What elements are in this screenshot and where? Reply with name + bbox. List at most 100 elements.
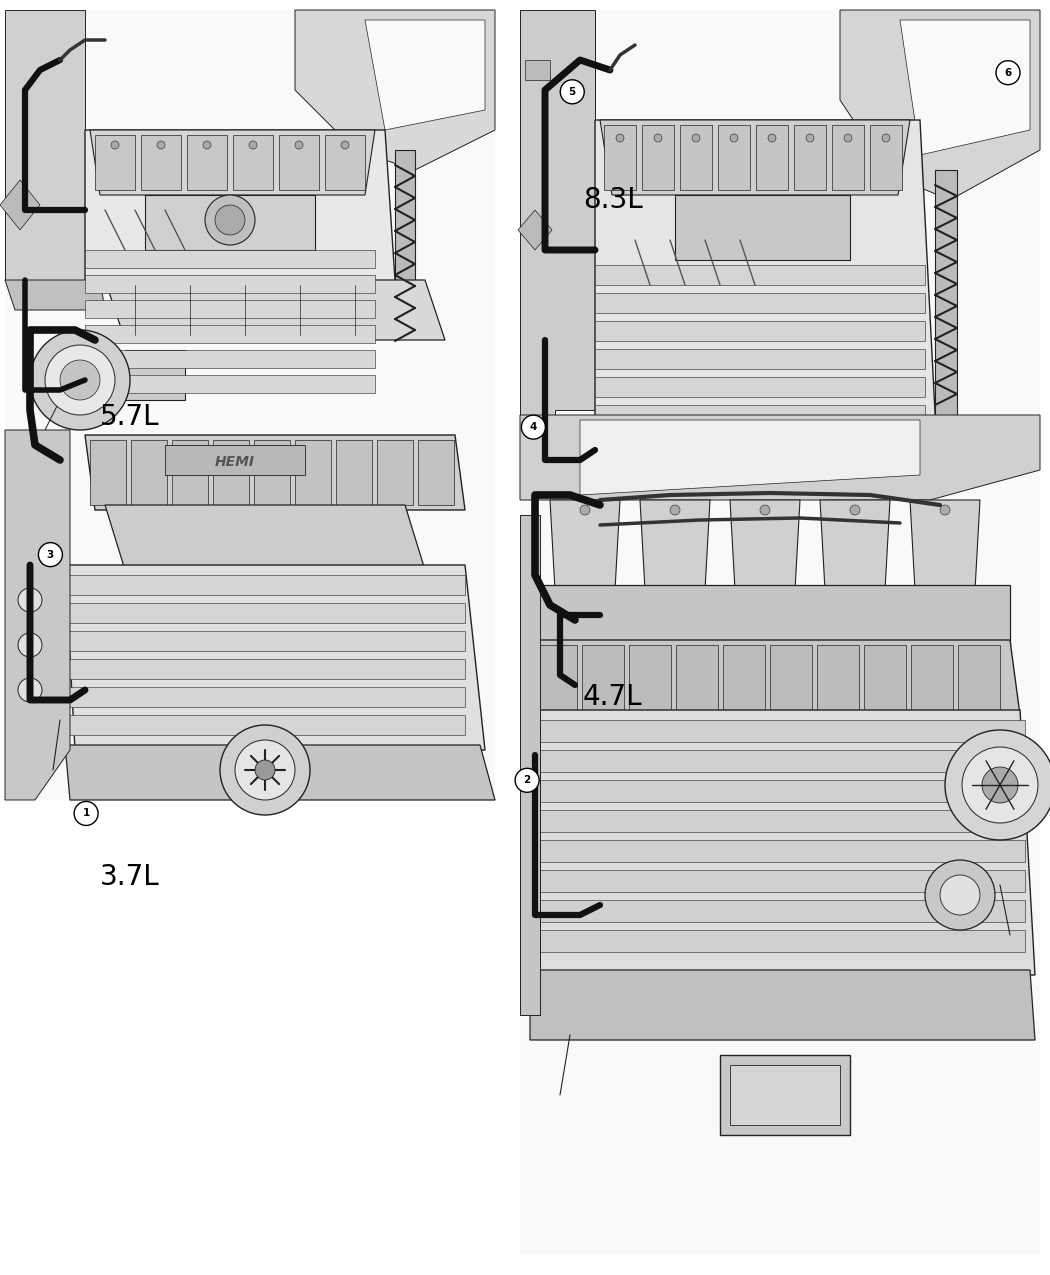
FancyBboxPatch shape <box>595 349 925 368</box>
Circle shape <box>982 768 1018 803</box>
FancyBboxPatch shape <box>794 125 826 190</box>
FancyBboxPatch shape <box>85 250 375 268</box>
Polygon shape <box>520 515 540 1015</box>
Circle shape <box>925 861 995 929</box>
FancyBboxPatch shape <box>629 645 671 710</box>
Polygon shape <box>295 10 495 170</box>
Circle shape <box>940 505 950 515</box>
Polygon shape <box>105 505 425 570</box>
Circle shape <box>295 142 303 149</box>
FancyBboxPatch shape <box>85 351 375 368</box>
Text: 8.3L: 8.3L <box>583 186 643 214</box>
FancyBboxPatch shape <box>530 870 1025 892</box>
Circle shape <box>670 505 680 515</box>
Circle shape <box>850 505 860 515</box>
FancyBboxPatch shape <box>720 1054 850 1135</box>
Polygon shape <box>85 130 405 430</box>
Polygon shape <box>900 20 1030 156</box>
FancyBboxPatch shape <box>5 280 495 799</box>
Circle shape <box>962 747 1038 822</box>
Text: 5: 5 <box>569 87 575 97</box>
Polygon shape <box>600 120 910 195</box>
FancyBboxPatch shape <box>520 414 1040 1255</box>
Polygon shape <box>145 195 315 250</box>
Circle shape <box>522 416 545 439</box>
FancyBboxPatch shape <box>65 603 465 623</box>
FancyBboxPatch shape <box>676 645 718 710</box>
Circle shape <box>18 678 42 703</box>
Polygon shape <box>550 500 620 590</box>
Circle shape <box>996 61 1020 84</box>
FancyBboxPatch shape <box>595 434 925 453</box>
FancyBboxPatch shape <box>85 300 375 317</box>
FancyBboxPatch shape <box>680 125 712 190</box>
Circle shape <box>882 134 890 142</box>
Polygon shape <box>85 435 465 510</box>
FancyBboxPatch shape <box>187 135 227 190</box>
FancyBboxPatch shape <box>756 125 788 190</box>
Circle shape <box>39 543 62 566</box>
Circle shape <box>692 134 700 142</box>
Circle shape <box>235 740 295 799</box>
Polygon shape <box>530 585 1010 645</box>
FancyBboxPatch shape <box>65 575 465 595</box>
FancyBboxPatch shape <box>326 135 365 190</box>
Text: 1: 1 <box>83 808 89 819</box>
Text: 4: 4 <box>529 422 538 432</box>
Text: 2: 2 <box>524 775 530 785</box>
Text: 3.7L: 3.7L <box>100 863 160 891</box>
Polygon shape <box>365 20 485 130</box>
FancyBboxPatch shape <box>530 780 1025 802</box>
FancyBboxPatch shape <box>377 440 413 505</box>
FancyBboxPatch shape <box>295 440 331 505</box>
Polygon shape <box>530 970 1035 1040</box>
Polygon shape <box>5 10 85 460</box>
FancyBboxPatch shape <box>85 325 375 343</box>
Circle shape <box>18 588 42 612</box>
Polygon shape <box>910 500 980 590</box>
FancyBboxPatch shape <box>213 440 249 505</box>
FancyBboxPatch shape <box>604 125 636 190</box>
Polygon shape <box>820 500 890 590</box>
FancyBboxPatch shape <box>530 720 1025 742</box>
FancyBboxPatch shape <box>418 440 454 505</box>
Circle shape <box>730 134 738 142</box>
FancyBboxPatch shape <box>530 929 1025 952</box>
Polygon shape <box>5 430 70 799</box>
FancyBboxPatch shape <box>530 810 1025 833</box>
Circle shape <box>341 142 349 149</box>
Polygon shape <box>518 210 552 250</box>
Circle shape <box>158 142 165 149</box>
Polygon shape <box>530 640 1020 715</box>
FancyBboxPatch shape <box>165 445 304 476</box>
FancyBboxPatch shape <box>595 321 925 340</box>
FancyBboxPatch shape <box>832 125 864 190</box>
FancyBboxPatch shape <box>723 645 765 710</box>
Circle shape <box>220 725 310 815</box>
Text: 6: 6 <box>1005 68 1011 78</box>
FancyBboxPatch shape <box>85 375 375 393</box>
Circle shape <box>215 205 245 235</box>
Circle shape <box>654 134 662 142</box>
FancyBboxPatch shape <box>595 377 925 397</box>
Circle shape <box>45 346 116 414</box>
Circle shape <box>30 330 130 430</box>
Circle shape <box>616 134 624 142</box>
FancyBboxPatch shape <box>718 125 750 190</box>
Polygon shape <box>5 280 105 310</box>
Polygon shape <box>520 10 595 544</box>
Circle shape <box>75 802 98 825</box>
FancyBboxPatch shape <box>595 462 925 481</box>
Circle shape <box>945 731 1050 840</box>
Polygon shape <box>520 414 1040 500</box>
FancyBboxPatch shape <box>5 10 495 460</box>
FancyBboxPatch shape <box>141 135 181 190</box>
Circle shape <box>768 134 776 142</box>
Polygon shape <box>595 484 940 544</box>
Circle shape <box>205 195 255 245</box>
FancyBboxPatch shape <box>536 645 578 710</box>
FancyBboxPatch shape <box>864 645 906 710</box>
FancyBboxPatch shape <box>530 900 1025 922</box>
Polygon shape <box>85 400 405 455</box>
FancyBboxPatch shape <box>911 645 953 710</box>
